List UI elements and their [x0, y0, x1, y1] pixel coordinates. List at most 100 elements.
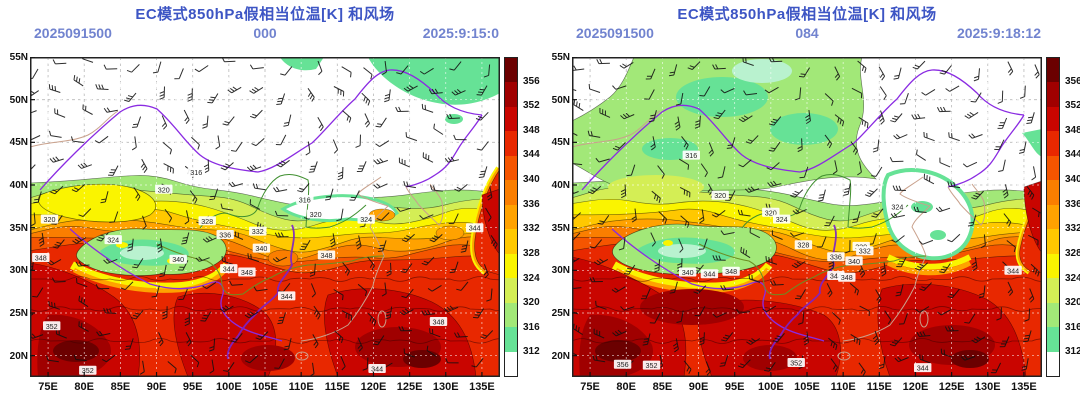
- lon-axis-label: 90E: [146, 381, 167, 393]
- meta-row: 2025091500 084 2025:9:18:12: [572, 25, 1042, 43]
- colorbar-tick-label: 356: [523, 75, 540, 87]
- colorbar-segment: [1047, 229, 1059, 254]
- wind-barb: [101, 354, 116, 363]
- lon-axis-label: 120E: [902, 381, 929, 393]
- wind-barb: [871, 208, 884, 218]
- wind-barb: [764, 362, 776, 372]
- colorbar-segment: [505, 229, 517, 254]
- forecast-hour-label: 000: [253, 25, 277, 41]
- wind-barb: [189, 190, 198, 204]
- wind-barb: [830, 358, 838, 372]
- wind-barb: [572, 82, 577, 92]
- wind-barb: [103, 107, 118, 113]
- wind-barb: [743, 90, 758, 96]
- lat-axis-label: 30N: [551, 265, 570, 277]
- contour-label-layer: 316 320 320 324 328 316 320 324 336 332 340 344 348 3…: [32, 167, 484, 375]
- lon-axis-label: 95E: [182, 381, 203, 393]
- lon-axis-label: 80E: [616, 381, 637, 393]
- wind-barb: [312, 334, 319, 349]
- wind-barb: [77, 162, 92, 169]
- contour-value-label: [642, 360, 661, 370]
- contour-line-layer: [572, 276, 1042, 344]
- svg-text:336: 336: [219, 231, 231, 240]
- lon-axis-label: 130E: [974, 381, 1001, 393]
- svg-text:340: 340: [682, 268, 694, 277]
- wind-barb: [947, 233, 961, 243]
- colorbar-tick-label: 340: [1065, 174, 1080, 186]
- wind-barb: [48, 84, 61, 93]
- wind-barb: [178, 288, 188, 300]
- map-frame: [572, 57, 1042, 377]
- wind-barb: [249, 109, 263, 119]
- wind-barb: [789, 232, 805, 237]
- contour-value-label: [613, 359, 632, 369]
- wind-barb: [964, 313, 976, 324]
- wind-barb: [1003, 213, 1012, 227]
- wind-barb: [880, 262, 887, 277]
- lat-axis-label: 45N: [551, 137, 570, 149]
- wind-barb: [332, 139, 339, 154]
- wind-barb: [247, 253, 260, 262]
- init-time-label: 2025091500: [576, 25, 654, 41]
- wind-barb: [103, 64, 118, 70]
- wind-barb: [487, 186, 493, 201]
- wind-barb: [768, 141, 781, 152]
- wind-barb: [363, 67, 373, 80]
- contour-value-label: [787, 358, 805, 367]
- wind-barb: [220, 162, 234, 171]
- contour-value-label: [762, 207, 780, 217]
- wind-barb: [851, 87, 863, 99]
- contour-value-label: [827, 252, 845, 262]
- wind-barb: [30, 90, 39, 98]
- wind-barb: [916, 331, 931, 337]
- wind-barb: [471, 357, 484, 368]
- wind-barb: [445, 357, 459, 364]
- wind-barb: [249, 64, 264, 70]
- wind-barb: [699, 209, 705, 224]
- colorbar-segment: [1047, 155, 1059, 181]
- wind-barb: [599, 108, 611, 118]
- wind-barb: [890, 113, 903, 123]
- colorbar-segment: [1047, 82, 1059, 107]
- wind-barb: [252, 183, 266, 191]
- wind-barb: [131, 310, 144, 320]
- wind-barb: [768, 116, 782, 126]
- wind-barb: [792, 208, 807, 215]
- wind-barb: [694, 115, 701, 129]
- wind-barb: [1018, 141, 1027, 154]
- colorbar-segment: [505, 351, 517, 377]
- wind-barb: [375, 140, 390, 147]
- wind-barb: [162, 306, 168, 320]
- wind-barb: [244, 311, 259, 319]
- wind-barb: [47, 258, 62, 266]
- wind-barb: [357, 283, 368, 297]
- colorbar-segment: [1047, 278, 1059, 303]
- wind-barb: [736, 308, 751, 314]
- colorbar-tick-label: 344: [1065, 149, 1080, 161]
- wind-barb: [449, 61, 462, 71]
- wind-barb: [333, 289, 344, 301]
- svg-text:320: 320: [765, 208, 777, 217]
- wind-barb: [572, 257, 580, 265]
- wind-barb: [857, 60, 867, 73]
- contour-value-label: [856, 246, 874, 256]
- wind-barb: [329, 233, 336, 248]
- wind-barb: [675, 93, 684, 106]
- china-border-line: [39, 69, 483, 191]
- wind-barb: [618, 237, 626, 251]
- wind-barb: [693, 285, 707, 294]
- wind-barb: [612, 142, 626, 151]
- wind-barb: [280, 66, 293, 76]
- wind-barb: [448, 213, 459, 225]
- panel-right: EC模式850hPa假相当位温[K] 和风场 2025091500 084 20…: [542, 0, 1080, 408]
- wind-barb: [595, 300, 607, 310]
- wind-barb: [184, 210, 190, 225]
- wind-barb: [132, 116, 142, 128]
- wind-barb: [772, 332, 785, 343]
- contour-value-label: [357, 214, 375, 224]
- lon-axis-label: 135E: [1011, 381, 1037, 393]
- wind-barb: [340, 356, 346, 371]
- wind-barb: [850, 141, 858, 155]
- coastline: [572, 110, 661, 148]
- svg-text:324: 324: [776, 215, 788, 224]
